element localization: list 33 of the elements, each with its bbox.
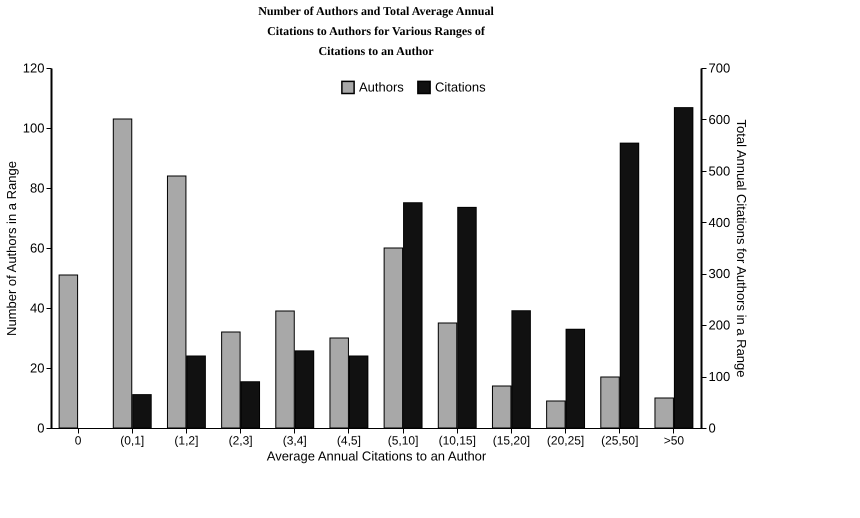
y2-tick-label: 0 [708,420,716,436]
y-axis-title: Number of Authors in a Range [4,161,19,336]
x-tick-label: (5,10] [388,434,418,448]
x-tick-label: (20,25] [546,434,584,448]
y2-axis-title: Total Annual Citations for Authors in a Range [734,120,750,378]
x-tick-label: (4,5] [336,434,361,448]
y-tick-label: 60 [30,240,44,256]
y-tick-label: 0 [37,420,44,436]
y-tick-label: 20 [30,360,44,376]
x-tick-label: (0,1] [120,434,144,448]
y-tick-label: 100 [22,120,44,136]
x-tick-label: (25,50] [601,434,638,448]
y2-tick-label: 600 [708,112,730,127]
y2-tick-label: 300 [708,266,730,282]
y2-tick-label: 200 [708,318,730,333]
x-tick-label: 0 [74,434,82,448]
y-tick-label: 80 [30,180,44,196]
y2-tick-label: 100 [708,369,730,384]
x-tick-label: (10,15] [438,434,476,448]
y2-tick-label: 700 [708,60,730,76]
y-tick-label: 40 [30,300,44,316]
x-tick-label: (2,3] [228,434,253,448]
x-tick-label: (15,20] [492,434,530,448]
y2-tick-label: 400 [708,214,730,230]
x-tick-label: (3,4] [282,434,307,448]
x-tick-label: (1,2] [174,434,198,448]
x-tick-label: >50 [664,434,684,448]
chart-title: Number of Authors and Total Average Annual Citations to Authors for Various Ranges of Citations to an Author [258,4,494,58]
y2-tick-label: 500 [708,163,730,178]
x-axis-title: Average Annual Citations to an Author [266,448,487,464]
y-tick-label: 120 [22,60,44,76]
legend-label: Authors [359,79,404,94]
legend-label: Citations [435,79,486,94]
